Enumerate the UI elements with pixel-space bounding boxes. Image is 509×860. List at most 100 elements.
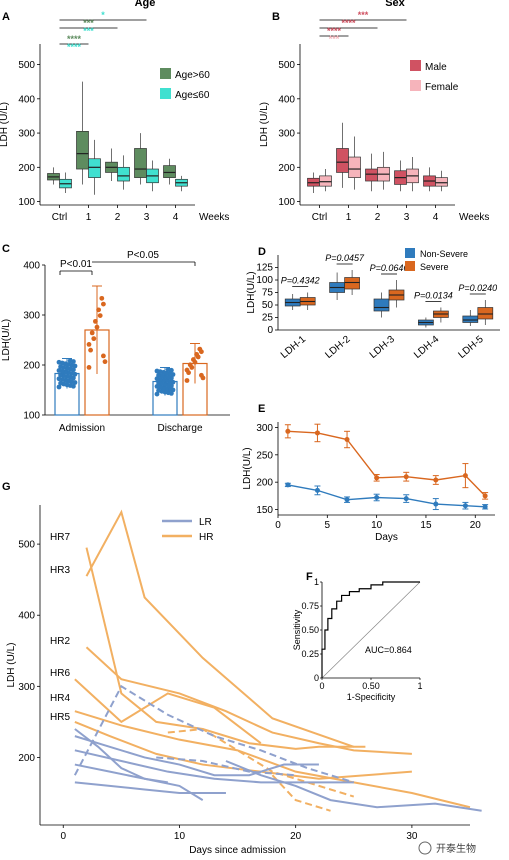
- y-axis-label: LDH (U/L): [0, 102, 10, 147]
- box: [477, 307, 494, 320]
- data-point: [88, 347, 93, 353]
- y-tick-label: 100: [23, 411, 40, 422]
- x-tick-label: 1: [86, 212, 92, 223]
- y-tick-label: 400: [18, 94, 35, 105]
- panel-e: E 150 200 250 300 0 5 10 15 20 Days LDH(U/L): [242, 403, 495, 543]
- box: [319, 175, 332, 187]
- y-tick-label: 400: [278, 94, 295, 105]
- panel-b: B Sex 100 200 300 400 500 LDH (U/L) Ctrl 1 2 3 4 Week…: [259, 0, 489, 223]
- data-point: [99, 295, 105, 301]
- y-tick-label: 300: [23, 311, 40, 322]
- y-tick-label: 125: [256, 263, 273, 274]
- y-tick-label: 100: [278, 197, 295, 208]
- series-line: [156, 756, 296, 777]
- panel-letter: C: [2, 243, 10, 255]
- y-tick-label: 0: [314, 673, 319, 683]
- series-line: [287, 430, 486, 497]
- line-label: HR7: [50, 532, 70, 543]
- box: [163, 165, 176, 178]
- data-point: [94, 324, 100, 330]
- data-point: [86, 365, 92, 370]
- series-line: [74, 720, 412, 780]
- auc-label: AUC=0.864: [365, 645, 412, 655]
- watermark: 开泰生物: [418, 841, 476, 855]
- x-tick-label: 0: [275, 520, 281, 531]
- x-tick-label: 3: [144, 212, 150, 223]
- panel-letter: D: [258, 246, 266, 258]
- x-tick-label: LDH-2: [323, 334, 353, 361]
- series-line: [74, 678, 262, 745]
- x-tick-label: 10: [174, 831, 186, 842]
- data-point: [433, 501, 439, 507]
- x-tick-label: 2: [375, 212, 381, 223]
- x-tick-label: 30: [406, 831, 418, 842]
- x-axis-label: Weeks: [199, 212, 229, 223]
- significance-stars: *: [101, 10, 105, 20]
- data-point: [86, 341, 92, 347]
- x-tick-label: 15: [420, 520, 432, 531]
- y-tick-label: 500: [18, 540, 35, 551]
- data-point: [96, 307, 101, 313]
- legend-label: LR: [199, 517, 212, 528]
- box: [117, 166, 130, 182]
- y-tick-label: 0.75: [301, 601, 319, 611]
- data-point: [89, 330, 95, 336]
- watermark-icon: [418, 841, 432, 855]
- legend-label: Female: [425, 82, 459, 93]
- y-axis-label: LDH (U/L): [6, 642, 17, 687]
- y-axis-label: LDH(U/L): [246, 271, 257, 313]
- y-tick-label: 50: [262, 300, 274, 311]
- y-axis-label: LDH(U/L): [1, 319, 12, 361]
- box: [435, 177, 448, 187]
- y-tick-label: 250: [256, 450, 273, 461]
- data-point: [285, 482, 291, 488]
- p-value-label: P=0.0134: [414, 291, 453, 301]
- line-label: HR5: [50, 712, 70, 723]
- line-label: HR4: [50, 693, 70, 704]
- box: [336, 148, 349, 173]
- y-tick-label: 200: [256, 478, 273, 489]
- significance-stars: ***: [83, 18, 94, 28]
- x-tick-label: LDH-1: [279, 334, 309, 361]
- data-point: [56, 359, 62, 365]
- data-point: [101, 301, 106, 307]
- x-tick-label: 0: [319, 681, 324, 691]
- y-tick-label: 200: [23, 361, 40, 372]
- chart-title: Sex: [385, 0, 405, 9]
- x-axis-label: Days since admission: [189, 845, 286, 856]
- x-axis-label: Weeks: [459, 212, 489, 223]
- data-point: [165, 367, 171, 372]
- significance-stars: ***: [83, 26, 94, 36]
- significance-stars: ****: [67, 42, 82, 52]
- box: [348, 156, 361, 178]
- legend-label: Age≤60: [175, 90, 210, 101]
- data-point: [482, 493, 488, 499]
- legend-label: Severe: [420, 262, 449, 272]
- y-tick-label: 500: [278, 60, 295, 71]
- legend-label: HR: [199, 532, 213, 543]
- series-line: [74, 763, 204, 801]
- x-tick-label: Ctrl: [52, 212, 68, 223]
- series-line: [74, 749, 354, 784]
- data-point: [56, 384, 62, 390]
- data-point: [67, 358, 73, 364]
- y-tick-label: 0.25: [301, 649, 319, 659]
- p-value-label: P=0.0457: [325, 253, 365, 263]
- series-line: [85, 509, 355, 748]
- series-line: [74, 781, 226, 794]
- y-tick-label: 500: [18, 60, 35, 71]
- data-point: [403, 496, 409, 502]
- x-tick-label: 2: [115, 212, 121, 223]
- panel-letter: B: [272, 11, 280, 23]
- data-point: [314, 487, 320, 493]
- series-line: [74, 735, 319, 777]
- panel-letter: A: [2, 11, 10, 23]
- x-tick-label: 20: [290, 831, 302, 842]
- box: [462, 315, 479, 323]
- reference-diagonal: [321, 581, 421, 679]
- data-point: [56, 376, 62, 382]
- y-tick-label: 0: [267, 325, 273, 336]
- y-tick-label: 300: [256, 423, 273, 434]
